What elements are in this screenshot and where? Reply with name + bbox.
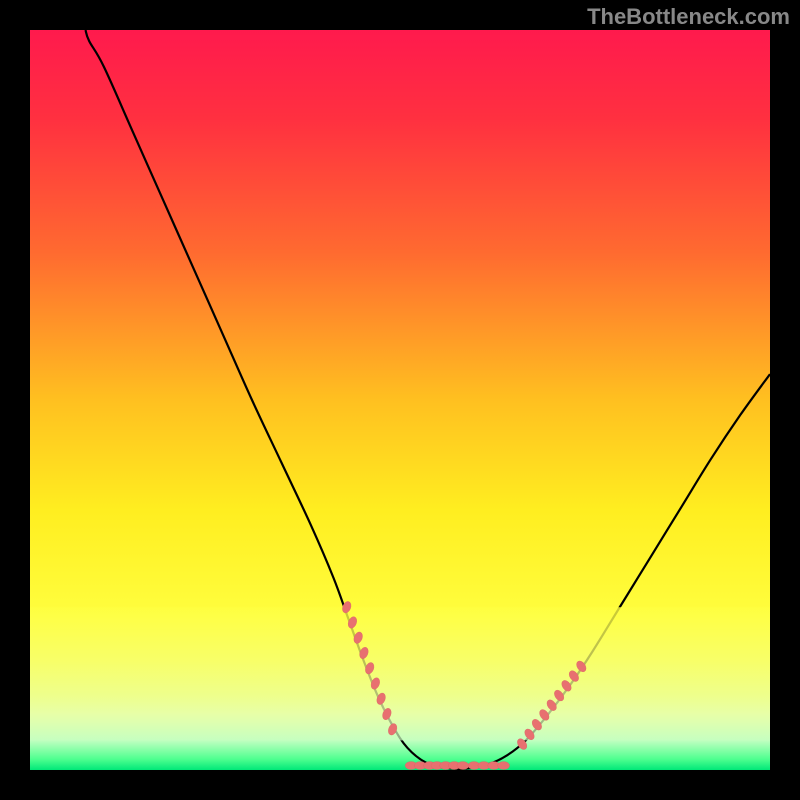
mask-band: [30, 607, 770, 740]
chart-container: TheBottleneck.com: [0, 0, 800, 800]
bottleneck-chart: [0, 0, 800, 800]
marker-pill: [498, 762, 510, 770]
marker-pill: [457, 762, 469, 770]
watermark-text: TheBottleneck.com: [587, 4, 790, 30]
